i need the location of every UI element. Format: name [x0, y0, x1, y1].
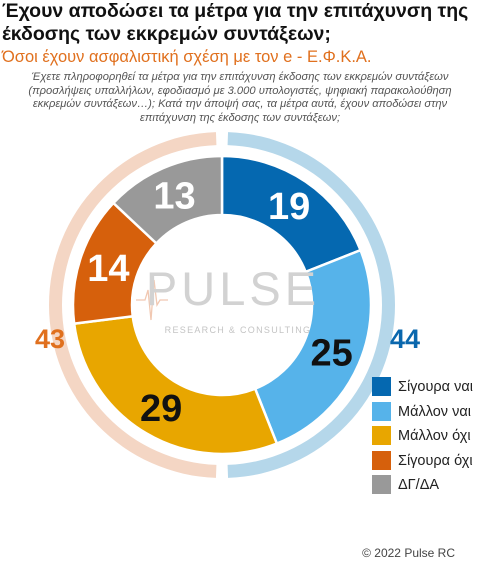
- slice-value-label: 29: [140, 388, 182, 430]
- legend-item: Μάλλον ναι: [372, 401, 481, 421]
- group-total-label: 44: [390, 324, 420, 354]
- slice-value-label: 19: [268, 186, 310, 228]
- legend-swatch: [372, 401, 391, 421]
- legend-label: ΔΓ/ΔΑ: [398, 477, 440, 493]
- legend-label: Σίγουρα ναι: [398, 379, 473, 395]
- legend-item: Σίγουρα όχι: [372, 450, 481, 470]
- survey-question: Έχετε πληροφορηθεί τα μέτρα για την επιτ…: [28, 71, 452, 124]
- logo-name: PULSE: [146, 262, 320, 315]
- slice-value-label: 14: [87, 248, 129, 290]
- logo-tagline: RESEARCH & CONSULTING: [165, 325, 312, 335]
- donut-slices: [71, 154, 373, 456]
- group-total-label: 43: [35, 324, 65, 354]
- pulse-logo: PULSE RESEARCH & CONSULTING: [136, 262, 320, 335]
- legend-swatch: [372, 426, 391, 445]
- legend-swatch: [372, 377, 391, 396]
- group-labels: 44 43: [35, 324, 420, 354]
- chart-title: Έχουν αποδώσει τα μέτρα για την επιτάχυν…: [2, 0, 469, 45]
- slice-value-label: 13: [153, 175, 195, 217]
- logo-pulse-line: [136, 279, 168, 321]
- legend-label: Μάλλον ναι: [398, 403, 471, 420]
- legend-item: Σίγουρα ναι: [372, 377, 481, 396]
- legend-item: ΔΓ/ΔΑ: [372, 475, 481, 494]
- legend-swatch: [372, 475, 391, 494]
- donut-slice: [253, 248, 373, 446]
- legend-swatch: [372, 450, 391, 470]
- copyright: © 2022 Pulse RC: [362, 546, 455, 560]
- legend: Σίγουρα ναι Μάλλον ναι Μάλλον όχι Σίγουρ…: [372, 377, 481, 500]
- donut-slice: [111, 154, 224, 246]
- legend-label: Σίγουρα όχι: [398, 452, 473, 469]
- slice-value-label: 25: [311, 332, 353, 374]
- chart-subtitle: Όσοι έχουν ασφαλιστική σχέση με τον e - …: [2, 48, 372, 66]
- legend-item: Μάλλον όχι: [372, 426, 481, 445]
- legend-label: Μάλλον όχι: [398, 428, 471, 444]
- donut-slice: [72, 314, 279, 456]
- slice-labels: 19 25 29 14 13: [87, 175, 353, 430]
